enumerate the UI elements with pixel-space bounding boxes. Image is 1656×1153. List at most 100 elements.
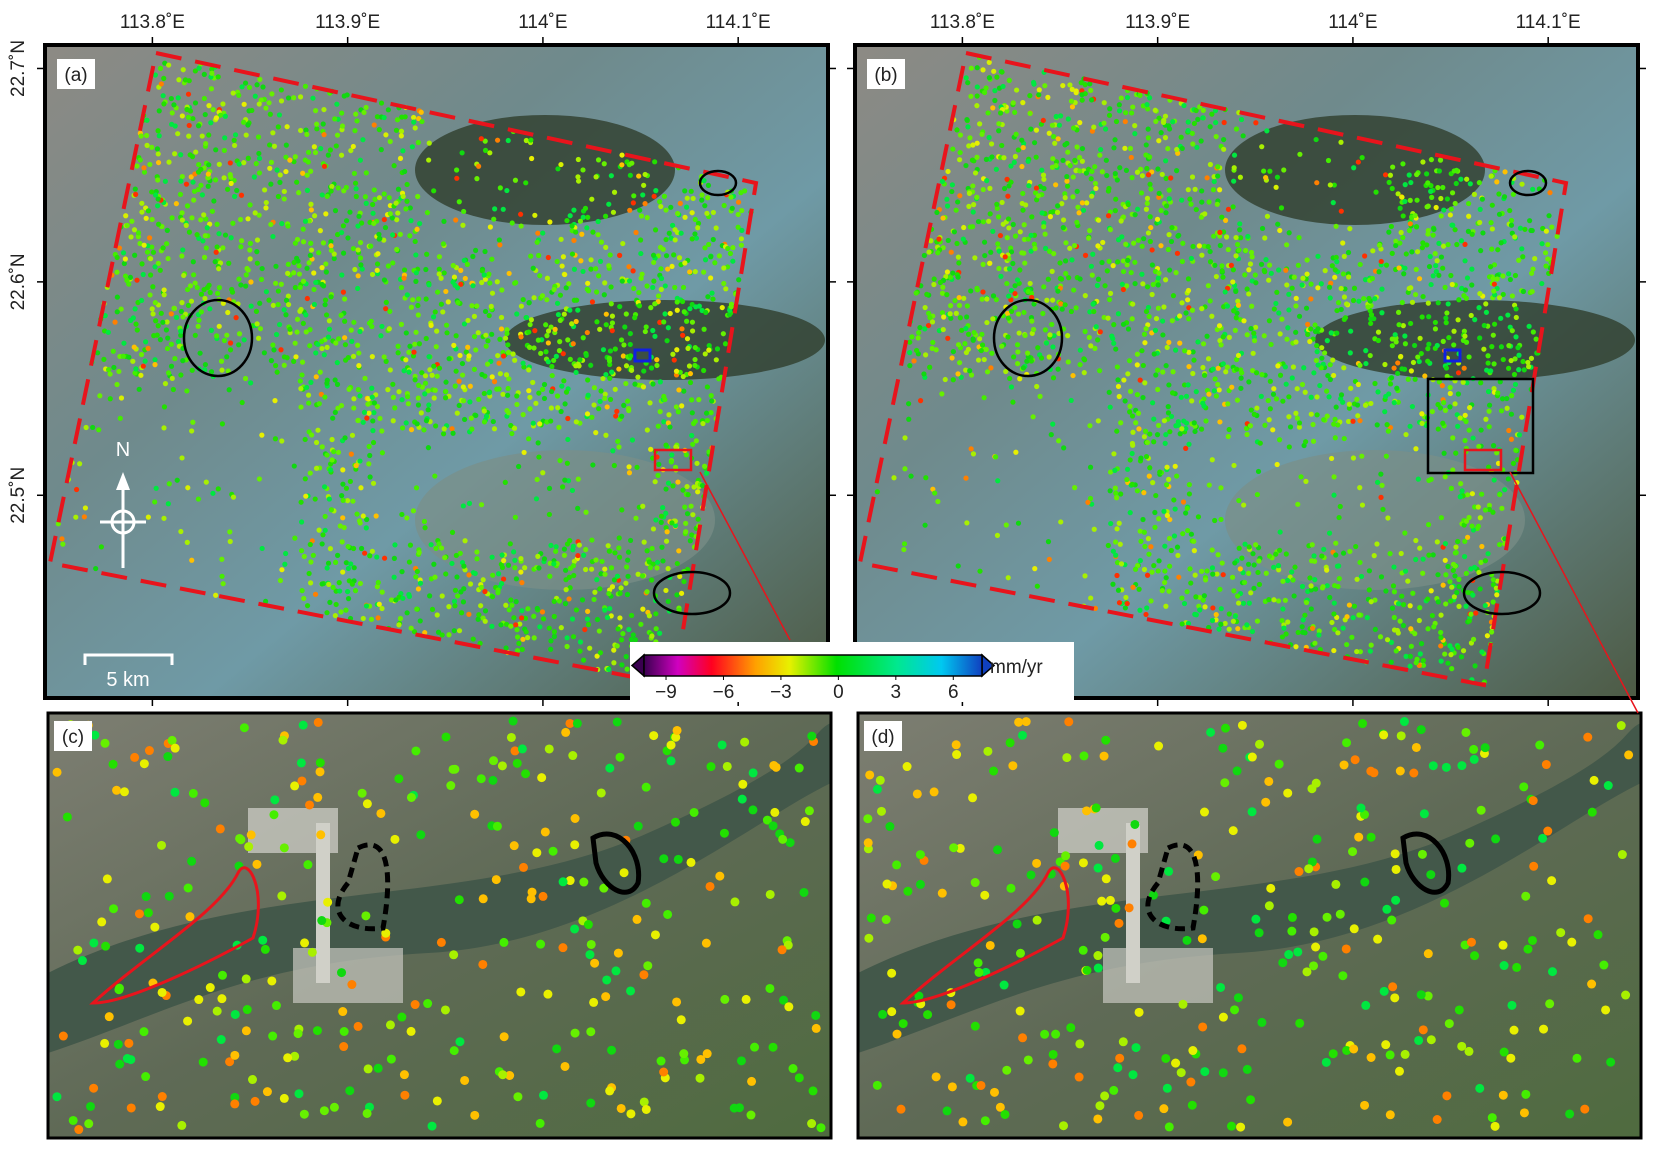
insar-point <box>1097 153 1102 158</box>
insar-point <box>414 227 419 232</box>
insar-point <box>658 266 663 271</box>
insar-point <box>1315 254 1320 259</box>
insar-point <box>298 404 303 409</box>
insar-point <box>1165 345 1170 350</box>
insar-point <box>1125 95 1130 100</box>
insar-point <box>1050 298 1055 303</box>
insar-point <box>217 324 222 329</box>
insar-point <box>588 257 593 262</box>
insar-point <box>513 1092 522 1101</box>
insar-point <box>705 418 710 423</box>
insar-point <box>1429 588 1434 593</box>
insar-point <box>1208 249 1213 254</box>
insar-point <box>656 293 661 298</box>
insar-point <box>1290 286 1295 291</box>
insar-point <box>1102 283 1107 288</box>
insar-point <box>1481 347 1486 352</box>
insar-point <box>1266 398 1271 403</box>
insar-point <box>340 467 345 472</box>
insar-point <box>497 242 502 247</box>
insar-point <box>1160 172 1165 177</box>
insar-point <box>589 415 594 420</box>
insar-point <box>1414 198 1419 203</box>
insar-point <box>1155 387 1160 392</box>
insar-point <box>1470 593 1475 598</box>
insar-point <box>1491 443 1496 448</box>
insar-point <box>296 263 301 268</box>
insar-point <box>957 303 962 308</box>
insar-point <box>1471 637 1476 642</box>
insar-point <box>1320 584 1325 589</box>
insar-point <box>682 188 687 193</box>
insar-point <box>643 172 648 177</box>
insar-point <box>1161 120 1166 125</box>
insar-point <box>506 138 511 143</box>
insar-point <box>1255 570 1260 575</box>
insar-point <box>1036 193 1041 198</box>
insar-point <box>247 247 252 252</box>
insar-point <box>422 391 427 396</box>
insar-point <box>1534 337 1539 342</box>
insar-point <box>166 501 171 506</box>
insar-point <box>1314 137 1319 142</box>
insar-point <box>340 539 345 544</box>
insar-point <box>1339 286 1344 291</box>
insar-point <box>372 197 377 202</box>
insar-point <box>1056 438 1061 443</box>
insar-point <box>1078 348 1083 353</box>
insar-point <box>1300 624 1305 629</box>
insar-point <box>1186 382 1191 387</box>
insar-point <box>1236 498 1241 503</box>
insar-point <box>399 397 404 402</box>
insar-point <box>306 400 311 405</box>
insar-point <box>169 215 174 220</box>
insar-point <box>247 85 252 90</box>
insar-point <box>232 194 237 199</box>
insar-point <box>710 296 715 301</box>
insar-point <box>444 323 449 328</box>
insar-point <box>1241 133 1246 138</box>
insar-point <box>532 328 537 333</box>
insar-point <box>279 282 284 287</box>
insar-point <box>572 298 577 303</box>
insar-point <box>681 389 686 394</box>
insar-point <box>1107 113 1112 118</box>
insar-point <box>215 291 220 296</box>
insar-point <box>1140 395 1145 400</box>
insar-point <box>565 461 570 466</box>
insar-point <box>970 183 975 188</box>
insar-point <box>930 346 935 351</box>
insar-point <box>479 502 484 507</box>
insar-point <box>1041 118 1046 123</box>
insar-point <box>1488 220 1493 225</box>
insar-point <box>1324 389 1329 394</box>
insar-point <box>916 330 921 335</box>
insar-point <box>482 589 487 594</box>
insar-point <box>1070 373 1075 378</box>
insar-point <box>1311 439 1316 444</box>
insar-point <box>500 392 505 397</box>
insar-point <box>940 179 945 184</box>
insar-point <box>353 112 358 117</box>
insar-point <box>472 314 477 319</box>
insar-point <box>970 142 975 147</box>
insar-point <box>1413 446 1418 451</box>
insar-point <box>1057 123 1062 128</box>
insar-point <box>971 451 976 456</box>
insar-point <box>1494 179 1499 184</box>
insar-point <box>1379 483 1384 488</box>
insar-point <box>1250 254 1255 259</box>
insar-point <box>1456 391 1461 396</box>
insar-point <box>1506 271 1511 276</box>
x-tick-label: 114.1˚E <box>706 12 771 33</box>
insar-point <box>721 331 726 336</box>
insar-point <box>601 347 606 352</box>
insar-point <box>1234 315 1239 320</box>
insar-point <box>615 626 620 631</box>
insar-point <box>355 343 360 348</box>
insar-point <box>938 280 943 285</box>
insar-point <box>1295 502 1300 507</box>
insar-point <box>981 395 986 400</box>
mountain <box>1315 300 1635 380</box>
insar-point <box>1420 159 1425 164</box>
